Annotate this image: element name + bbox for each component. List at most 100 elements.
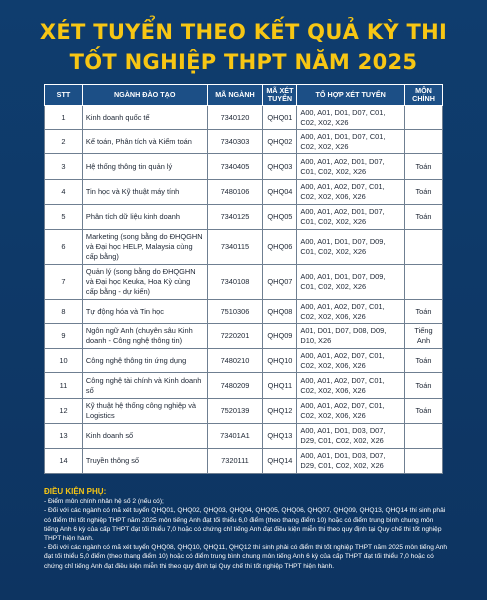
cell-stt: 4 bbox=[44, 179, 83, 205]
cell-to-hop: A01, D01, D07, D08, D09, D10, X26 bbox=[296, 323, 406, 349]
cell-ma-xet-tuyen: QHQ11 bbox=[262, 372, 298, 399]
cell-to-hop: A00, A01, A02, D01, D07, C01, C02, X02, … bbox=[296, 153, 406, 180]
cell-to-hop: A00, A01, D01, D07, D09, C01, C02, X02, … bbox=[296, 229, 406, 265]
cell-stt: 9 bbox=[44, 323, 83, 349]
cell-mon-chinh bbox=[404, 423, 443, 449]
cell-mon-chinh bbox=[404, 264, 443, 300]
table-row: 6 Marketing (song bằng do ĐHQGHN và Đại h… bbox=[44, 229, 443, 265]
cell-nganh: Tin học và Kỹ thuật máy tính bbox=[81, 179, 208, 205]
cell-to-hop: A00, A01, D01, D07, D09, C01, C02, X02, … bbox=[296, 264, 406, 300]
header-nganh: NGÀNH ĐÀO TẠO bbox=[81, 84, 208, 106]
cell-ma-xet-tuyen: QHQ08 bbox=[262, 299, 298, 324]
cell-ma-xet-tuyen: QHQ10 bbox=[262, 348, 298, 373]
cell-ma-nganh: 7520139 bbox=[206, 398, 264, 424]
cell-to-hop: A00, A01, A02, D07, C01, C02, X02, X06, … bbox=[296, 348, 406, 373]
cell-ma-xet-tuyen: QHQ04 bbox=[262, 179, 298, 205]
notes-section: ĐIỀU KIỆN PHỤ: - Điểm môn chính nhân hệ … bbox=[44, 487, 448, 571]
cell-ma-nganh: 7340125 bbox=[206, 204, 264, 230]
cell-mon-chinh: Toán bbox=[404, 398, 443, 424]
cell-to-hop: A00, A01, D01, D03, D07, D29, C01, C02, … bbox=[296, 423, 406, 449]
cell-ma-xet-tuyen: QHQ06 bbox=[262, 229, 298, 265]
cell-ma-nganh: 7320111 bbox=[206, 448, 264, 474]
cell-ma-xet-tuyen: QHQ12 bbox=[262, 398, 298, 424]
cell-stt: 13 bbox=[44, 423, 83, 449]
cell-ma-xet-tuyen: QHQ03 bbox=[262, 153, 298, 180]
cell-mon-chinh: Tiếng Anh bbox=[404, 323, 443, 349]
cell-ma-xet-tuyen: QHQ01 bbox=[262, 105, 298, 130]
cell-mon-chinh bbox=[404, 129, 443, 154]
cell-ma-nganh: 7340115 bbox=[206, 229, 264, 265]
cell-mon-chinh: Toán bbox=[404, 299, 443, 324]
cell-nganh: Kỹ thuật hệ thống công nghiệp và Logisti… bbox=[81, 398, 208, 424]
cell-stt: 11 bbox=[44, 372, 83, 399]
admission-table: STT NGÀNH ĐÀO TẠO MÃ NGÀNH MÃ XÉT TUYỂN … bbox=[44, 84, 443, 474]
cell-nganh: Kinh doanh quốc tế bbox=[81, 105, 208, 130]
cell-mon-chinh: Toán bbox=[404, 348, 443, 373]
page-title-line-1: XÉT TUYỂN THEO KẾT QUẢ KỲ THI bbox=[39, 20, 448, 44]
table-row: 8 Tự động hóa và Tin học 7510306 QHQ08 A00, … bbox=[44, 299, 443, 324]
cell-to-hop: A00, A01, A02, D01, D07, C01, C02, X02, … bbox=[296, 204, 406, 230]
table-row: 7 Quản lý (song bằng do ĐHQGHN và Đại học… bbox=[44, 264, 443, 300]
cell-nganh: Hệ thống thông tin quản lý bbox=[81, 153, 208, 180]
cell-ma-nganh: 7480209 bbox=[206, 372, 264, 399]
cell-ma-nganh: 7340108 bbox=[206, 264, 264, 300]
cell-stt: 3 bbox=[44, 153, 83, 180]
note-item: - Đối với các ngành có mã xét tuyển QHQ0… bbox=[44, 544, 448, 570]
cell-ma-xet-tuyen: QHQ14 bbox=[262, 448, 298, 474]
cell-ma-nganh: 7340405 bbox=[206, 153, 264, 180]
table-row: 3 Hệ thống thông tin quản lý 7340405 QHQ03 A… bbox=[44, 153, 443, 180]
cell-ma-xet-tuyen: QHQ09 bbox=[262, 323, 298, 349]
cell-stt: 6 bbox=[44, 229, 83, 265]
cell-nganh: Kinh doanh số bbox=[81, 423, 208, 449]
cell-stt: 8 bbox=[44, 299, 83, 324]
table-header-row: STT NGÀNH ĐÀO TẠO MÃ NGÀNH MÃ XÉT TUYỂN … bbox=[44, 84, 443, 106]
cell-stt: 2 bbox=[44, 129, 83, 154]
cell-nganh: Quản lý (song bằng do ĐHQGHN và Đại học … bbox=[81, 264, 208, 300]
cell-nganh: Công nghệ thông tin ứng dụng bbox=[81, 348, 208, 373]
cell-ma-nganh: 7480106 bbox=[206, 179, 264, 205]
table-row: 5 Phân tích dữ liệu kinh doanh 7340125 QHQ0… bbox=[44, 204, 443, 230]
cell-to-hop: A00, A01, A02, D07, C01, C02, X02, X06, … bbox=[296, 398, 406, 424]
header-ma-xet-tuyen: MÃ XÉT TUYỂN bbox=[262, 84, 298, 106]
cell-ma-nganh: 7340303 bbox=[206, 129, 264, 154]
cell-ma-xet-tuyen: QHQ13 bbox=[262, 423, 298, 449]
cell-nganh: Truyền thông số bbox=[81, 448, 208, 474]
cell-to-hop: A00, A01, D01, D03, D07, D29, C01, C02, … bbox=[296, 448, 406, 474]
cell-nganh: Công nghệ tài chính và Kinh doanh số bbox=[81, 372, 208, 399]
cell-nganh: Ngôn ngữ Anh (chuyên sâu Kinh doanh - Cô… bbox=[81, 323, 208, 349]
cell-to-hop: A00, A01, A02, D07, C01, C02, X02, X06, … bbox=[296, 299, 406, 324]
cell-ma-xet-tuyen: QHQ07 bbox=[262, 264, 298, 300]
note-item: - Đối với các ngành có mã xét tuyển QHQ0… bbox=[44, 507, 446, 543]
cell-stt: 12 bbox=[44, 398, 83, 424]
cell-ma-nganh: 7340120 bbox=[206, 105, 264, 130]
cell-to-hop: A00, A01, A02, D07, C01, C02, X02, X06, … bbox=[296, 179, 406, 205]
header-to-hop: TỔ HỢP XÉT TUYỂN bbox=[296, 84, 406, 106]
notes-title: ĐIỀU KIỆN PHỤ: bbox=[44, 487, 107, 496]
cell-ma-nganh: 7480210 bbox=[206, 348, 264, 373]
cell-ma-nganh: 7220201 bbox=[206, 323, 264, 349]
cell-mon-chinh bbox=[404, 229, 443, 265]
cell-mon-chinh: Toán bbox=[404, 179, 443, 205]
cell-stt: 14 bbox=[44, 448, 83, 474]
cell-ma-nganh: 73401A1 bbox=[206, 423, 264, 449]
cell-ma-xet-tuyen: QHQ02 bbox=[262, 129, 298, 154]
cell-mon-chinh bbox=[404, 105, 443, 130]
page-title-line-2: TỐT NGHIỆP THPT NĂM 2025 bbox=[69, 50, 418, 74]
cell-nganh: Tự động hóa và Tin học bbox=[81, 299, 208, 324]
table-row: 11 Công nghệ tài chính và Kinh doanh số 74… bbox=[44, 372, 443, 399]
cell-stt: 5 bbox=[44, 204, 83, 230]
cell-mon-chinh: Toán bbox=[404, 372, 443, 399]
cell-ma-nganh: 7510306 bbox=[206, 299, 264, 324]
cell-ma-xet-tuyen: QHQ05 bbox=[262, 204, 298, 230]
cell-to-hop: A00, A01, D01, D07, C01, C02, X02, X26 bbox=[296, 129, 406, 154]
cell-mon-chinh bbox=[404, 448, 443, 474]
table-row: 10 Công nghệ thông tin ứng dụng 7480210 QHQ… bbox=[44, 348, 443, 373]
table-row: 12 Kỹ thuật hệ thống công nghiệp và Logis… bbox=[44, 398, 443, 424]
cell-to-hop: A00, A01, A02, D07, C01, C02, X02, X06, … bbox=[296, 372, 406, 399]
table-row: 13 Kinh doanh số 73401A1 QHQ13 A00, A01, D01… bbox=[44, 423, 443, 449]
header-stt: STT bbox=[44, 84, 83, 106]
table-row: 1 Kinh doanh quốc tế 7340120 QHQ01 A00, A01,… bbox=[44, 105, 443, 130]
cell-to-hop: A00, A01, D01, D07, C01, C02, X02, X26 bbox=[296, 105, 406, 130]
cell-mon-chinh: Toán bbox=[404, 153, 443, 180]
table-row: 4 Tin học và Kỹ thuật máy tính 7480106 QHQ0… bbox=[44, 179, 443, 205]
